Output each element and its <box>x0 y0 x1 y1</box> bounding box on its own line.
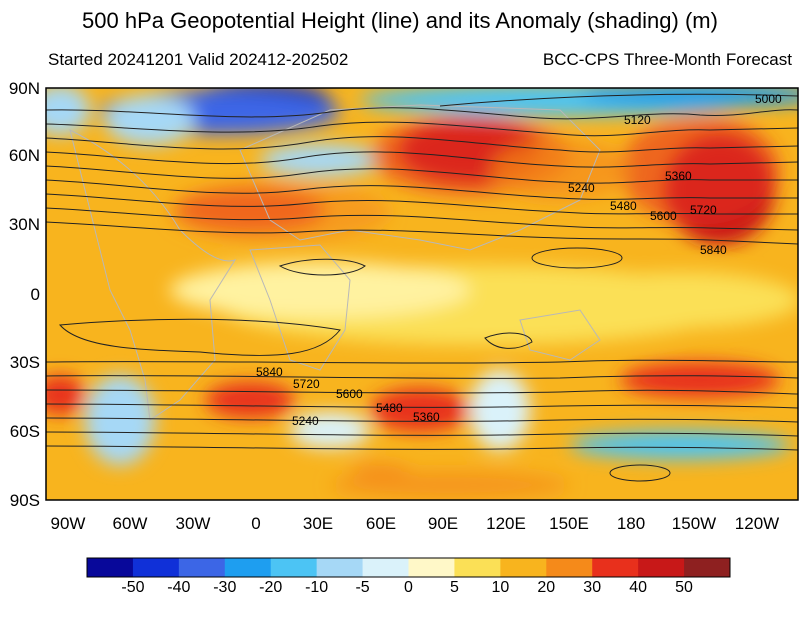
lat-label: 30N <box>8 215 40 234</box>
colorbar-label: 50 <box>675 579 693 596</box>
lon-label: 120W <box>734 514 780 533</box>
forecast-dates: Started 20241201 Valid 202412-202502 <box>48 50 349 69</box>
contour-label: 5840 <box>256 365 283 379</box>
colorbar-label: 5 <box>449 579 459 596</box>
contour-label: 5240 <box>292 414 319 428</box>
contour-label: 5720 <box>293 377 320 391</box>
anomaly-shading <box>46 88 798 500</box>
colorbar-swatch <box>546 558 593 577</box>
lat-label: 30S <box>9 353 40 372</box>
lat-label: 90S <box>9 491 40 510</box>
contour-label: 5000 <box>755 92 782 106</box>
colorbar-swatch <box>316 558 364 577</box>
colorbar-swatch <box>87 558 134 577</box>
colorbar-border <box>86 557 731 578</box>
colorbar-swatch <box>132 558 180 577</box>
lon-label: 60W <box>112 514 148 533</box>
lon-label: 60E <box>365 514 397 533</box>
lon-label: 150E <box>549 514 589 533</box>
contour-label: 5360 <box>665 169 692 183</box>
colorbar-swatch <box>592 558 639 577</box>
contour-label: 5120 <box>624 113 651 127</box>
colorbar-swatch <box>270 558 318 577</box>
lat-label: 60N <box>8 146 40 165</box>
colorbar-label: 40 <box>629 579 648 596</box>
colorbar-swatch <box>500 558 547 577</box>
contour-label: 5480 <box>376 401 403 415</box>
colorbar-label: -30 <box>213 579 237 596</box>
colorbar-label: -40 <box>167 579 191 596</box>
height-contours <box>46 93 798 482</box>
colorbar-swatch <box>224 558 272 577</box>
colorbar-label: -10 <box>305 579 329 596</box>
lon-label: 150W <box>671 514 717 533</box>
colorbar-swatch <box>178 558 226 577</box>
forecast-source: BCC-CPS Three-Month Forecast <box>542 50 792 69</box>
colorbar-label: -20 <box>259 579 283 596</box>
lat-label: 90N <box>8 79 40 98</box>
lon-label: 30W <box>175 514 211 533</box>
lon-label: 180 <box>616 514 646 533</box>
colorbar-swatch <box>362 558 409 577</box>
map-frame <box>45 87 799 501</box>
chart-title: 500 hPa Geopotential Height (line) and i… <box>82 8 718 33</box>
colorbar-swatch <box>638 558 685 577</box>
contour-label: 5600 <box>650 209 677 223</box>
colorbar-swatch <box>684 558 731 577</box>
colorbar-label: 20 <box>537 579 556 596</box>
contour-label: 5840 <box>700 243 727 257</box>
colorbar-label: 0 <box>404 579 413 596</box>
colorbar-swatch <box>454 558 501 577</box>
lon-label: 30E <box>302 514 334 533</box>
colorbar-label: -50 <box>121 579 145 596</box>
lon-label: 90E <box>427 514 459 533</box>
contour-label: 5720 <box>690 203 717 217</box>
contour-label: 5360 <box>413 410 440 424</box>
contour-label: 5240 <box>568 181 595 195</box>
colorbar <box>86 557 731 578</box>
colorbar-label: 10 <box>491 579 510 596</box>
lon-label: 0 <box>251 514 261 533</box>
colorbar-label: -5 <box>355 579 370 596</box>
lon-label: 90W <box>50 514 86 533</box>
lat-label: 60S <box>9 422 40 441</box>
contour-labels: 5000 5120 5360 5240 5480 5600 5720 5840 … <box>256 92 782 428</box>
colorbar-swatch <box>408 558 455 577</box>
lat-label: 0 <box>30 285 40 304</box>
colorbar-label: 30 <box>583 579 602 596</box>
contour-label: 5480 <box>610 199 637 213</box>
lon-label: 120E <box>486 514 526 533</box>
contour-label: 5600 <box>336 387 363 401</box>
